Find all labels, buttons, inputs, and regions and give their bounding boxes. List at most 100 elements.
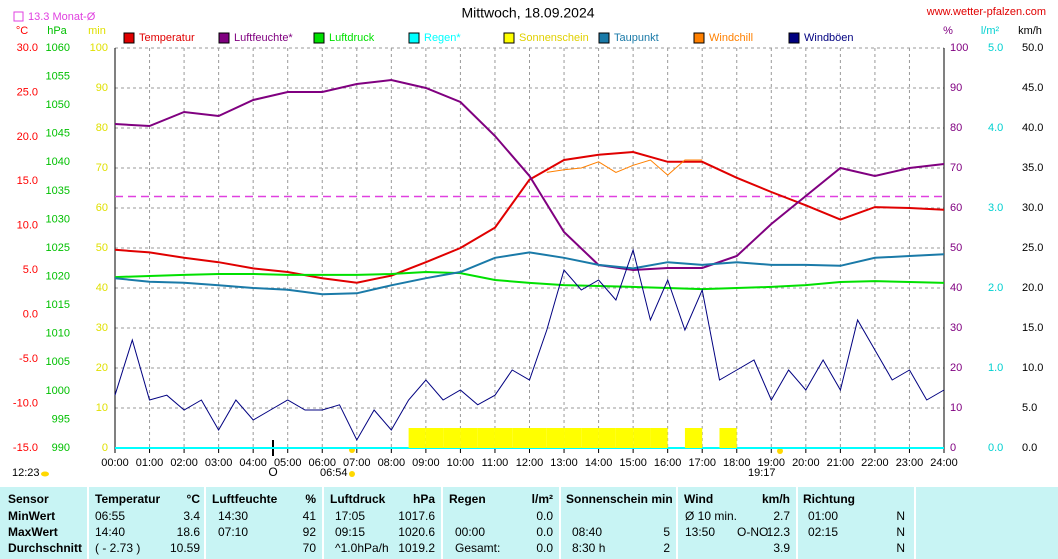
axis-unit: hPa	[47, 25, 67, 37]
website[interactable]: www.wetter-pfalzen.com	[926, 6, 1046, 18]
table-cell: km/h	[761, 492, 790, 506]
table-cell: O-NO	[737, 525, 769, 539]
table-cell: 01:00	[808, 509, 839, 523]
x-tick-label: 21:00	[827, 457, 855, 469]
sun-bar	[512, 428, 530, 448]
table-cell: 13:50	[685, 525, 716, 539]
sun-bar	[443, 428, 461, 448]
y-tick-label: 1045	[46, 128, 70, 140]
y-tick-label: 1040	[46, 156, 70, 168]
legend-swatch	[218, 32, 230, 44]
table-cell: 41	[302, 509, 316, 523]
y-tick-label: 1.0	[988, 362, 1003, 374]
table-cell: Regen	[449, 492, 486, 506]
y-tick-label: 0.0	[23, 309, 38, 321]
y-tick-label: 20	[96, 362, 108, 374]
table-cell: 5	[663, 525, 670, 539]
legend-swatch	[313, 32, 325, 44]
y-tick-label: 1060	[46, 42, 70, 54]
moon-phase: O	[268, 465, 277, 479]
table-cell: Temperatur	[95, 492, 161, 506]
y-tick-label: 50.0	[1022, 42, 1043, 54]
y-tick-label: 995	[52, 413, 70, 425]
table-cell: 3.9	[773, 541, 790, 555]
y-tick-label: 20	[950, 362, 962, 374]
y-tick-label: 60	[950, 202, 962, 214]
sun-bar	[408, 428, 426, 448]
table-cell: 2.7	[773, 509, 790, 523]
table-cell: 0.0	[536, 541, 553, 555]
table-cell: N	[896, 541, 905, 555]
table-cell: 02:15	[808, 525, 839, 539]
table-cell: 3.4	[183, 509, 200, 523]
table-bg	[0, 487, 1058, 559]
y-tick-label: 40.0	[1022, 122, 1043, 134]
series-line	[114, 248, 945, 442]
sun-bar	[460, 428, 478, 448]
x-tick-label: 17:00	[688, 457, 716, 469]
table-cell: ( - 2.73 )	[95, 541, 141, 555]
y-tick-label: 15.0	[17, 175, 38, 187]
sun-bar	[615, 428, 634, 448]
chart-title: Mittwoch, 18.09.2024	[461, 5, 594, 21]
y-tick-label: 15.0	[1022, 322, 1043, 334]
y-tick-label: 50	[96, 242, 108, 254]
table-cell: Sonnenschein min	[566, 492, 673, 506]
y-tick-label: 990	[52, 442, 70, 454]
legend-label: Luftdruck	[329, 32, 375, 44]
x-tick-label: 03:00	[205, 457, 233, 469]
table-cell: ^1.0hPa/h	[335, 541, 389, 555]
y-tick-label: 1005	[46, 356, 70, 368]
sun-bar	[425, 428, 444, 448]
legend-swatch	[123, 32, 135, 44]
y-tick-label: 10.0	[17, 220, 38, 232]
y-tick-label: 30	[950, 322, 962, 334]
table-cell: l/m²	[531, 492, 553, 506]
table-cell: 10.59	[169, 541, 200, 555]
table-cell: Ø 10 min.	[685, 509, 738, 523]
y-tick-label: 0	[102, 442, 108, 454]
y-tick-label: 30	[96, 322, 108, 334]
table-cell: 17:05	[335, 509, 366, 523]
sun-bar	[684, 428, 703, 448]
y-tick-label: 25.0	[1022, 242, 1043, 254]
y-tick-label: 1025	[46, 242, 70, 254]
legend-swatch	[598, 32, 610, 44]
y-tick-label: 80	[96, 122, 108, 134]
moonrise: 06:54	[320, 467, 348, 479]
y-tick-label: 0.0	[1022, 442, 1037, 454]
y-tick-label: -5.0	[19, 353, 38, 365]
sunrise: 12:23	[12, 467, 40, 479]
legend-label: Windchill	[709, 32, 753, 44]
y-tick-label: 30.0	[1022, 202, 1043, 214]
y-tick-label: 20.0	[17, 131, 38, 143]
table-cell: °C	[186, 492, 200, 506]
x-tick-label: 00:00	[101, 457, 129, 469]
x-tick-label: 08:00	[378, 457, 406, 469]
legend-label: Luftfeuchte*	[234, 32, 293, 44]
x-tick-label: 07:00	[343, 457, 371, 469]
x-tick-label: 06:00	[308, 457, 336, 469]
x-tick-label: 04:00	[239, 457, 267, 469]
sun-bar	[494, 428, 513, 448]
table-cell: 8:30 h	[572, 541, 606, 555]
table-cell: Sensor	[8, 492, 49, 506]
sun-bar	[719, 428, 737, 448]
x-tick-label: 12:00	[516, 457, 544, 469]
table-cell: 1017.6	[398, 509, 435, 523]
legend-swatch	[408, 32, 420, 44]
avg-icon	[13, 11, 24, 22]
table-cell: Luftfeuchte	[212, 492, 278, 506]
legend-label: Sonnenschein	[519, 32, 589, 44]
y-tick-label: 40	[950, 282, 962, 294]
x-tick-label: 24:00	[930, 457, 958, 469]
moon-dot	[349, 471, 355, 477]
table-cell: 12.3	[766, 525, 790, 539]
y-tick-label: 90	[96, 82, 108, 94]
y-tick-label: 50	[950, 242, 962, 254]
sun-bar	[650, 428, 668, 448]
table-cell: 14:30	[218, 509, 249, 523]
table-cell: 07:10	[218, 525, 249, 539]
y-tick-label: 5.0	[23, 264, 38, 276]
